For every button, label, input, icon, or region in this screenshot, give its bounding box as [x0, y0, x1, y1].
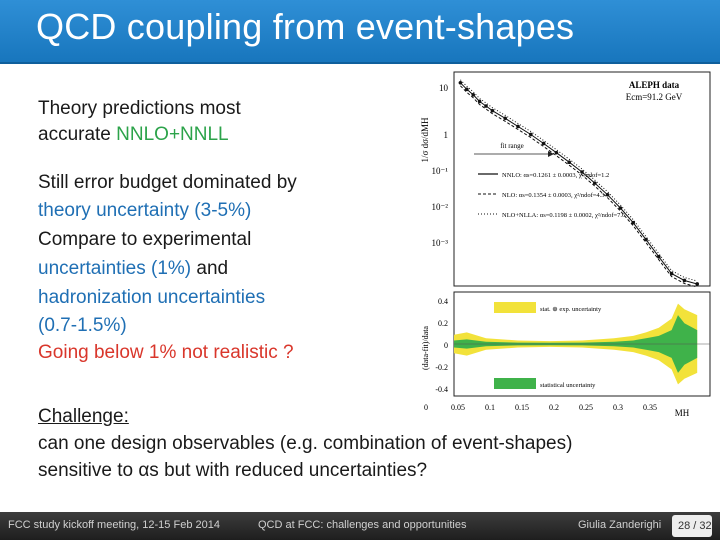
footer-author: Giulia Zanderighi: [578, 519, 662, 531]
energy-label: Ecm=91.2 GeV: [626, 92, 683, 102]
para-budget-line4: uncertainties (1%) and: [38, 256, 228, 282]
x-tick-0: 0: [424, 403, 428, 412]
data-point: [490, 108, 495, 113]
upper-y-tick-0p1: 10⁻¹: [432, 166, 449, 176]
data-points: [458, 80, 699, 286]
data-point: [484, 104, 488, 108]
fit-range-label: fit range: [500, 142, 524, 150]
footer-meeting: FCC study kickoff meeting, 12-15 Feb 201…: [8, 519, 220, 531]
lower-y-tick-0p2: 0.2: [438, 319, 448, 328]
exp-band-label: stat. ⊕ exp. uncertainty: [540, 306, 602, 313]
x-tick-0p1: 0.1: [485, 403, 495, 412]
footer-talk: QCD at FCC: challenges and opportunities: [258, 519, 467, 531]
para-budget-line6: (0.7-1.5%): [38, 315, 127, 336]
fit-range-arrow: [548, 151, 554, 157]
x-tick-0p15: 0.15: [515, 403, 529, 412]
upper-y-tick-10: 10: [439, 83, 449, 93]
data-point: [644, 237, 648, 242]
data-point: [631, 220, 635, 225]
lower-y-tick-0: 0: [444, 341, 448, 350]
footer-bar: FCC study kickoff meeting, 12-15 Feb 201…: [0, 512, 720, 540]
para-budget-line7: Going below 1% not realistic ?: [38, 342, 294, 363]
stat-band-label: statistical uncertainty: [540, 382, 596, 389]
para-budget-line2: theory uncertainty (3-5%): [38, 200, 252, 221]
data-point: [695, 282, 699, 286]
data-point: [516, 124, 520, 129]
legend-nlo-text: NLO: αs=0.1354 ± 0.0003, χ²/ndof=4.3: [502, 192, 605, 199]
legend-nlla-text: NLO+NLLA: αs=0.1198 ± 0.0002, χ²/ndof=7.…: [502, 212, 626, 219]
data-point: [580, 170, 584, 174]
data-point: [465, 87, 469, 92]
para-theory-line2-prefix: accurate: [38, 124, 117, 145]
stat-band-swatch: [494, 378, 536, 389]
data-point: [541, 141, 546, 146]
challenge-line2: sensitive to αs but with reduced uncerta…: [38, 460, 428, 481]
nlo-curve: [460, 85, 698, 288]
upper-panel-frame: [453, 71, 711, 287]
para-budget-line4-suffix: and: [191, 258, 229, 279]
data-point: [682, 278, 687, 283]
data-point: [554, 150, 559, 155]
nnlo-nnll-highlight: NNLO+NNLL: [116, 124, 229, 145]
para-budget-line1: Still error budget dominated by: [38, 172, 297, 193]
exp-band-swatch: [494, 302, 536, 313]
exp-uncertainty-highlight: uncertainties (1%): [38, 258, 192, 279]
data-point: [477, 99, 482, 104]
data-point: [593, 181, 597, 185]
upper-y-tick-0p01: 10⁻²: [432, 202, 449, 212]
y-axis-label-upper: 1/σ dσ/dMH: [420, 117, 430, 162]
upper-y-tick-0p001: 10⁻³: [432, 238, 449, 248]
para-budget-line5: hadronization uncertainties: [38, 287, 266, 308]
data-point: [503, 116, 507, 121]
challenge-heading: Challenge:: [38, 406, 129, 427]
data-point: [605, 192, 610, 197]
nnlo-curve: [460, 82, 698, 285]
x-tick-0p25: 0.25: [579, 403, 593, 412]
data-point: [529, 132, 533, 137]
x-tick-0p3: 0.3: [613, 403, 623, 412]
event-shape-plot: 1/σ dσ/dMH (data-fit)/data 10 1 10⁻¹ 10⁻…: [420, 71, 711, 418]
data-point: [471, 92, 475, 97]
x-tick-0p05: 0.05: [451, 403, 465, 412]
lower-y-tick-m0p2: -0.2: [435, 363, 448, 372]
data-point: [567, 160, 571, 165]
slide-title: QCD coupling from event-shapes: [36, 6, 575, 47]
x-tick-0p35: 0.35: [643, 403, 657, 412]
upper-curves: [460, 79, 698, 288]
page-number: 28 / 32: [678, 520, 712, 532]
para-theory-line2: accurate NNLO+NNLL: [38, 122, 229, 148]
nlla-curve: [460, 79, 698, 282]
legend-nnlo-text: NNLO: αs=0.1261 ± 0.0003, χ²/ndof=1.2: [502, 172, 609, 179]
header-bar: QCD coupling from event-shapes: [0, 0, 720, 64]
data-point: [657, 254, 661, 259]
lower-y-tick-0p4: 0.4: [438, 297, 448, 306]
x-tick-0p2: 0.2: [549, 403, 559, 412]
y-axis-label-lower: (data-fit)/data: [421, 326, 430, 370]
data-point: [618, 206, 623, 210]
dataset-label: ALEPH data: [629, 80, 680, 90]
para-theory-line1: Theory predictions most: [38, 98, 241, 119]
challenge-line1: can one design observables (e.g. combina…: [38, 433, 573, 454]
lower-y-tick-m0p4: -0.4: [435, 385, 448, 394]
data-point: [458, 80, 463, 85]
upper-y-tick-1: 1: [444, 130, 449, 140]
data-point: [669, 271, 674, 276]
para-budget-line3: Compare to experimental: [38, 229, 252, 250]
page-indicator[interactable]: 28 / 32: [672, 515, 712, 537]
x-axis-label: MH: [675, 408, 690, 418]
